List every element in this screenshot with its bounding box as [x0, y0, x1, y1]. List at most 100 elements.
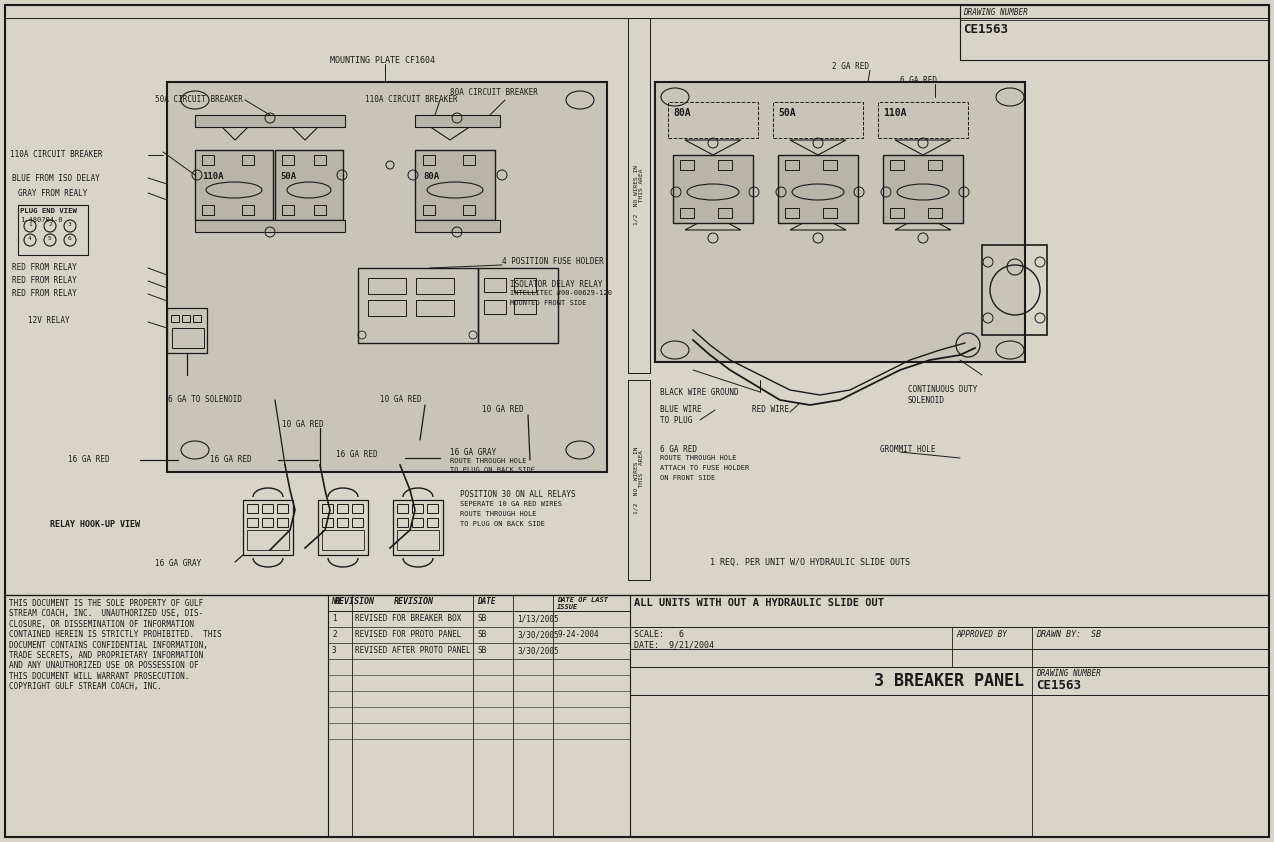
- Text: RED WIRE: RED WIRE: [752, 405, 789, 414]
- Text: DRAWN BY:  SB: DRAWN BY: SB: [1036, 630, 1101, 639]
- Text: 4 POSITION FUSE HOLDER: 4 POSITION FUSE HOLDER: [502, 257, 604, 266]
- Text: MOUNTED FRONT SIDE: MOUNTED FRONT SIDE: [510, 300, 586, 306]
- Bar: [680, 160, 694, 170]
- Bar: [275, 150, 343, 220]
- Bar: [167, 308, 206, 353]
- Text: 1: 1: [28, 222, 32, 227]
- Bar: [195, 220, 345, 232]
- Bar: [927, 208, 941, 218]
- Text: DRAWING NUMBER: DRAWING NUMBER: [963, 8, 1028, 17]
- Bar: [513, 278, 536, 292]
- Bar: [171, 315, 180, 322]
- Text: REVISION: REVISION: [394, 597, 434, 606]
- Bar: [167, 82, 606, 472]
- Bar: [282, 205, 294, 215]
- Text: 12V RELAY: 12V RELAY: [28, 316, 70, 325]
- Bar: [785, 208, 799, 218]
- Bar: [397, 530, 440, 550]
- Text: 16 GA GRAY: 16 GA GRAY: [155, 559, 201, 568]
- Text: 110A: 110A: [203, 172, 223, 181]
- Text: 5: 5: [48, 236, 52, 241]
- Text: 50A: 50A: [280, 172, 296, 181]
- Bar: [247, 530, 289, 550]
- Bar: [397, 518, 408, 527]
- Bar: [513, 300, 536, 314]
- Text: THIS DOCUMENT IS THE SOLE PROPERTY OF GULF
STREAM COACH, INC.  UNAUTHORIZED USE,: THIS DOCUMENT IS THE SOLE PROPERTY OF GU…: [9, 599, 222, 691]
- Text: BLUE WIRE: BLUE WIRE: [660, 405, 702, 414]
- Bar: [247, 518, 259, 527]
- Text: SB: SB: [476, 646, 487, 655]
- Bar: [778, 155, 857, 223]
- Text: 50A: 50A: [778, 108, 796, 118]
- Text: 3/30/2005: 3/30/2005: [517, 630, 558, 639]
- Text: ISOLATOR DELAY RELAY: ISOLATOR DELAY RELAY: [510, 280, 603, 289]
- Bar: [628, 380, 650, 580]
- Text: RED FROM RELAY: RED FROM RELAY: [11, 289, 76, 298]
- Text: 110A CIRCUIT BREAKER: 110A CIRCUIT BREAKER: [364, 95, 457, 104]
- Bar: [961, 5, 1269, 60]
- Bar: [358, 268, 478, 343]
- Bar: [412, 518, 423, 527]
- Text: TO PLUG ON BACK SIDE: TO PLUG ON BACK SIDE: [460, 521, 545, 527]
- Text: CE1563: CE1563: [1036, 679, 1082, 692]
- Bar: [415, 115, 499, 127]
- Text: ROUTE THROUGH HOLE: ROUTE THROUGH HOLE: [450, 458, 526, 464]
- Text: PLUG END VIEW: PLUG END VIEW: [20, 208, 76, 214]
- Text: RED FROM RELAY: RED FROM RELAY: [11, 276, 76, 285]
- Bar: [785, 160, 799, 170]
- Text: 3: 3: [333, 646, 336, 655]
- Text: REVISED FOR BREAKER BOX: REVISED FOR BREAKER BOX: [355, 614, 461, 623]
- Text: SB: SB: [476, 630, 487, 639]
- Bar: [195, 150, 273, 220]
- Text: 6 GA TO SOLENOID: 6 GA TO SOLENOID: [168, 395, 242, 404]
- Text: NO.: NO.: [331, 597, 345, 606]
- Text: REVISION: REVISION: [335, 597, 375, 606]
- Text: ROUTE THROUGH HOLE: ROUTE THROUGH HOLE: [460, 511, 536, 517]
- Text: 16 GA RED: 16 GA RED: [68, 455, 110, 464]
- Bar: [773, 102, 862, 138]
- Bar: [891, 208, 905, 218]
- Bar: [415, 220, 499, 232]
- Bar: [242, 155, 254, 165]
- Bar: [719, 160, 733, 170]
- Text: MOUNTING PLATE CF1604: MOUNTING PLATE CF1604: [330, 56, 434, 65]
- Bar: [182, 315, 190, 322]
- Bar: [462, 205, 475, 215]
- Text: BLUE FROM ISO DELAY: BLUE FROM ISO DELAY: [11, 174, 99, 183]
- Bar: [368, 278, 406, 294]
- Text: 10 GA RED: 10 GA RED: [380, 395, 422, 404]
- Text: 16 GA RED: 16 GA RED: [336, 450, 377, 459]
- Text: 10 GA RED: 10 GA RED: [282, 420, 324, 429]
- Text: GRAY FROM REALY: GRAY FROM REALY: [18, 189, 88, 198]
- Text: 16 GA GRAY: 16 GA GRAY: [450, 448, 497, 457]
- Bar: [352, 518, 363, 527]
- Bar: [195, 115, 345, 127]
- Text: 3: 3: [68, 222, 71, 227]
- Bar: [392, 500, 443, 555]
- Text: SB: SB: [476, 614, 487, 623]
- Text: 2 GA RED: 2 GA RED: [832, 62, 869, 71]
- Text: 1-480704-0: 1-480704-0: [20, 217, 62, 223]
- Text: 1/2  NO WIRES IN
     THIS AREA: 1/2 NO WIRES IN THIS AREA: [633, 165, 645, 225]
- Bar: [891, 160, 905, 170]
- Text: 6 GA RED: 6 GA RED: [660, 445, 697, 454]
- Text: 80A CIRCUIT BREAKER: 80A CIRCUIT BREAKER: [450, 88, 538, 97]
- Bar: [673, 155, 753, 223]
- Bar: [628, 18, 650, 373]
- Text: ON FRONT SIDE: ON FRONT SIDE: [660, 475, 715, 481]
- Text: RELAY HOOK-UP VIEW: RELAY HOOK-UP VIEW: [50, 520, 140, 529]
- Text: 2: 2: [333, 630, 336, 639]
- Bar: [242, 205, 254, 215]
- Bar: [262, 504, 273, 513]
- Bar: [823, 160, 837, 170]
- Text: INTELLITEC #00-00629-120: INTELLITEC #00-00629-120: [510, 290, 612, 296]
- Bar: [322, 530, 364, 550]
- Text: POSITION 30 ON ALL RELAYS: POSITION 30 ON ALL RELAYS: [460, 490, 576, 499]
- Bar: [247, 504, 259, 513]
- Text: ATTACH TO FUSE HOLDER: ATTACH TO FUSE HOLDER: [660, 465, 749, 471]
- Text: 1 REQ. PER UNIT W/O HYDRAULIC SLIDE OUTS: 1 REQ. PER UNIT W/O HYDRAULIC SLIDE OUTS: [710, 558, 910, 567]
- Bar: [883, 155, 963, 223]
- Text: SCALE:   6: SCALE: 6: [634, 630, 684, 639]
- Bar: [462, 155, 475, 165]
- Text: SEPERATE 10 GA RED WIRES: SEPERATE 10 GA RED WIRES: [460, 501, 562, 507]
